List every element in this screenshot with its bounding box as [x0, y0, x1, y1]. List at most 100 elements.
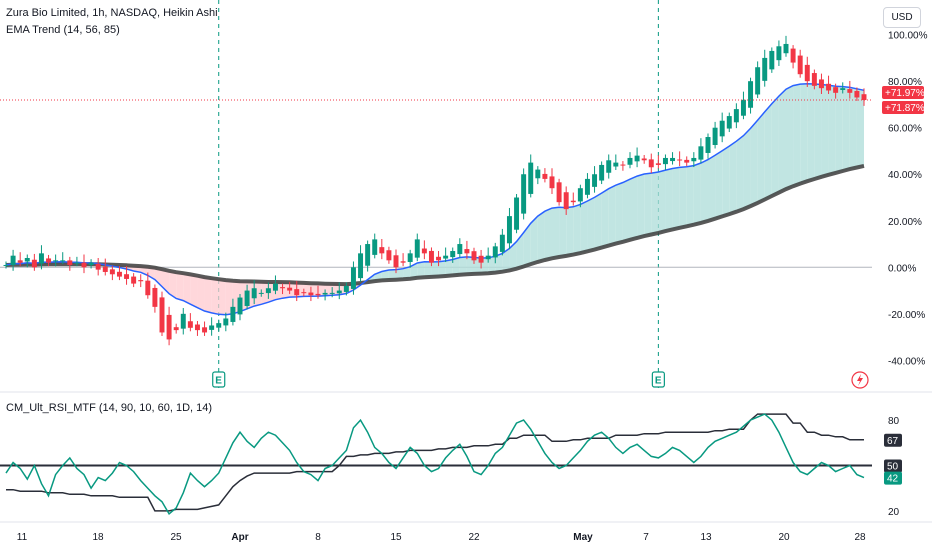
ema-fill-bear: [183, 273, 191, 305]
candle-down: [46, 258, 52, 263]
candle-down: [202, 327, 208, 333]
ema-fill-bull: [594, 193, 602, 250]
price-axis-label: 40.00%: [888, 170, 922, 181]
rsi-legend[interactable]: CM_Ult_RSI_MTF (14, 90, 10, 60, 1D, 14): [6, 402, 213, 414]
candle-down: [549, 176, 555, 189]
ema-fill-bull: [849, 87, 857, 170]
candle-up: [244, 290, 250, 306]
ema-fill-bull: [530, 216, 538, 265]
candle-up: [599, 164, 605, 181]
candle-up: [577, 188, 583, 202]
candle-up: [514, 197, 520, 230]
ema-fill-bear: [154, 267, 162, 287]
price-axis-label: 0.00%: [888, 263, 916, 274]
candle-up: [10, 255, 16, 265]
ema-fill-bull: [630, 176, 638, 240]
candle-down: [194, 324, 200, 331]
ema-fill-bull: [388, 269, 396, 280]
candle-up: [223, 318, 229, 326]
candle-down: [804, 64, 810, 82]
candle-up: [719, 120, 725, 137]
candle-down: [400, 261, 406, 263]
ema-fill-bull: [615, 182, 623, 244]
candle-down: [102, 266, 108, 272]
candle-down: [109, 269, 115, 275]
rsi-current-badge: [884, 471, 902, 485]
candle-down: [542, 173, 548, 179]
ema-fill-bear: [225, 280, 233, 315]
candle-up: [53, 260, 59, 262]
candle-up: [209, 325, 215, 330]
candle-down: [294, 289, 300, 296]
candle-up: [499, 234, 505, 252]
ema-fill-bull: [793, 84, 801, 187]
candle-down: [648, 159, 654, 168]
time-axis-label: 22: [468, 532, 480, 543]
ema-fill-bull: [552, 207, 560, 259]
candle-up: [414, 239, 420, 258]
ema-fill-bull: [814, 83, 822, 179]
time-axis-label: 28: [854, 532, 866, 543]
ema-fill-bull: [658, 170, 666, 233]
candle-down: [315, 293, 321, 296]
indicator-legend[interactable]: EMA Trend (14, 56, 85): [6, 24, 120, 36]
price-axis-label: 20.00%: [888, 217, 922, 228]
candle-up: [613, 162, 619, 167]
candle-up: [606, 160, 612, 173]
candle-down: [790, 48, 796, 63]
ema-fill-bull: [743, 128, 751, 210]
candle-up: [343, 285, 349, 292]
ema-fill-bull: [523, 223, 531, 267]
candle-up: [691, 157, 697, 162]
candle-down: [287, 287, 293, 291]
candle-up: [783, 43, 789, 54]
ema-fill-bull: [459, 256, 467, 275]
ema-fill-bull: [502, 248, 510, 272]
rsi-current-badge: [884, 433, 902, 447]
candle-down: [826, 83, 832, 91]
candle-down: [861, 94, 867, 101]
ema-fill-bull: [679, 166, 687, 228]
time-axis-label: 11: [17, 532, 28, 543]
ema-fill-bull: [495, 253, 503, 273]
candle-up: [698, 146, 704, 160]
candle-up: [584, 178, 590, 195]
candle-down: [847, 89, 853, 93]
ema-fill-bear: [169, 270, 177, 299]
ema-fill-bull: [644, 173, 652, 237]
ema-fill-bull: [587, 197, 595, 252]
ema-fill-bull: [736, 135, 744, 212]
current-price-badge: [882, 101, 924, 115]
ema-fill-bull: [466, 256, 474, 275]
ema-fill-bull: [693, 163, 701, 225]
candle-down: [67, 260, 73, 265]
ema-fill-bull: [559, 207, 567, 257]
candle-up: [3, 264, 9, 266]
ema-fill-bear: [218, 279, 226, 315]
ema-fill-bear: [325, 283, 333, 296]
candle-up: [365, 244, 371, 266]
candle-down: [478, 255, 484, 263]
candle-down: [620, 164, 626, 166]
currency-button[interactable]: USD: [883, 7, 921, 28]
ema-fill-bull: [431, 261, 439, 277]
time-axis-label: 25: [170, 532, 182, 543]
candle-up: [712, 127, 718, 145]
candle-up: [251, 288, 257, 299]
ema-fill-bull: [686, 165, 694, 227]
candle-up: [322, 292, 328, 295]
candle-down: [563, 192, 569, 210]
candle-up: [592, 174, 598, 187]
candle-down: [17, 260, 23, 263]
ema-fill-bull: [410, 263, 418, 279]
price-axis-label: 80.00%: [888, 77, 922, 88]
ema-fill-bear: [197, 275, 205, 311]
ema-fill-bull: [842, 86, 850, 171]
candle-down: [166, 314, 172, 340]
candle-down: [379, 247, 385, 254]
candle-up: [733, 109, 739, 123]
rsi-current-label: 50: [887, 462, 899, 473]
candle-up: [336, 290, 342, 294]
